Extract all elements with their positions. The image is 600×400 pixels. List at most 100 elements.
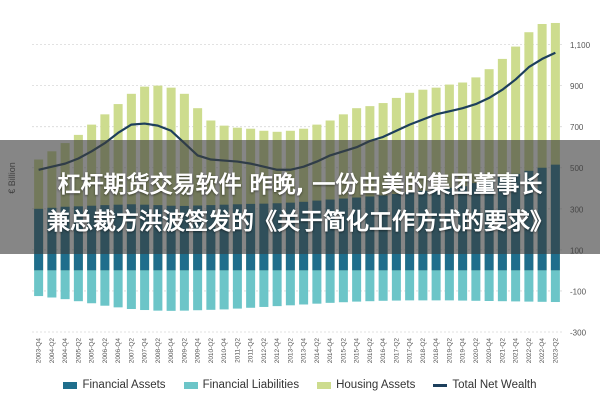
bar-financial-liabilities bbox=[232, 270, 242, 309]
legend-label-financial-liabilities: Financial Liabilities bbox=[202, 379, 300, 391]
x-tick-label: 2018-Q2 bbox=[420, 338, 427, 364]
x-tick-label: 2023-Q2 bbox=[552, 338, 559, 364]
bar-financial-liabilities bbox=[60, 270, 70, 300]
x-tick-label: 2011-Q4 bbox=[248, 338, 255, 363]
y-tick-label: 900 bbox=[570, 82, 584, 91]
bar-financial-liabilities bbox=[484, 270, 494, 301]
bar-financial-liabilities bbox=[113, 270, 123, 308]
x-tick-label: 2010-Q2 bbox=[208, 338, 215, 364]
legend-label-total-net-wealth: Total Net Wealth bbox=[452, 379, 537, 391]
x-tick-label: 2022-Q4 bbox=[539, 338, 546, 364]
legend-label-financial-assets: Financial Assets bbox=[82, 379, 166, 391]
legend-item-financial-liabilities: Financial Liabilities bbox=[183, 379, 300, 391]
legend-swatch-financial-liabilities bbox=[183, 381, 198, 389]
bar-financial-liabilities bbox=[524, 270, 534, 302]
x-tick-label: 2006-Q2 bbox=[102, 338, 109, 364]
bar-financial-liabilities bbox=[365, 270, 375, 302]
x-tick-label: 2014-Q2 bbox=[314, 338, 321, 364]
bar-financial-liabilities bbox=[511, 270, 521, 302]
bar-financial-liabilities bbox=[418, 270, 428, 301]
x-tick-label: 2013-Q2 bbox=[287, 338, 294, 364]
bar-financial-liabilities bbox=[272, 270, 282, 307]
x-tick-label: 2014-Q4 bbox=[327, 338, 334, 364]
bar-financial-liabilities bbox=[338, 270, 348, 303]
bar-financial-liabilities bbox=[153, 270, 163, 311]
x-tick-label: 2004-Q2 bbox=[49, 338, 56, 364]
x-tick-label: 2013-Q4 bbox=[301, 338, 308, 364]
legend-swatch-housing-assets bbox=[317, 381, 332, 389]
x-tick-label: 2005-Q4 bbox=[89, 338, 96, 364]
bar-financial-liabilities bbox=[537, 270, 547, 302]
x-tick-label: 2017-Q2 bbox=[393, 338, 400, 364]
x-tick-label: 2012-Q2 bbox=[261, 338, 268, 364]
bar-financial-liabilities bbox=[179, 270, 189, 311]
x-tick-label: 2017-Q4 bbox=[407, 338, 414, 364]
x-tick-label: 2007-Q4 bbox=[142, 338, 149, 364]
chart-legend: Financial Assets Financial Liabilities H… bbox=[0, 374, 600, 396]
x-tick-label: 2007-Q2 bbox=[128, 338, 135, 364]
bar-financial-liabilities bbox=[140, 270, 150, 311]
bar-financial-liabilities bbox=[405, 270, 415, 301]
x-tick-label: 2008-Q2 bbox=[155, 338, 162, 364]
bar-financial-liabilities bbox=[34, 270, 44, 297]
x-tick-label: 2009-Q2 bbox=[181, 338, 188, 364]
y-tick-label: -300 bbox=[570, 329, 587, 338]
y-tick-label: -100 bbox=[570, 287, 587, 296]
bar-financial-liabilities bbox=[352, 270, 362, 302]
legend-item-total-net-wealth: Total Net Wealth bbox=[433, 379, 537, 391]
bar-financial-liabilities bbox=[166, 270, 176, 311]
bar-financial-liabilities bbox=[87, 270, 97, 304]
bar-financial-liabilities bbox=[325, 270, 335, 303]
legend-label-housing-assets: Housing Assets bbox=[336, 379, 416, 391]
bar-financial-liabilities bbox=[431, 270, 441, 301]
x-tick-label: 2019-Q2 bbox=[446, 338, 453, 364]
x-tick-label: 2005-Q2 bbox=[75, 338, 82, 364]
x-tick-label: 2020-Q4 bbox=[486, 338, 493, 364]
bar-financial-liabilities bbox=[193, 270, 203, 311]
x-tick-label: 2015-Q2 bbox=[340, 338, 347, 364]
bar-financial-liabilities bbox=[391, 270, 401, 301]
legend-swatch-total-net-wealth bbox=[433, 383, 448, 387]
bar-financial-liabilities bbox=[246, 270, 256, 308]
x-tick-label: 2011-Q2 bbox=[234, 338, 241, 363]
bar-financial-liabilities bbox=[285, 270, 295, 306]
bar-financial-liabilities bbox=[444, 270, 454, 301]
x-tick-label: 2006-Q4 bbox=[115, 338, 122, 364]
legend-swatch-financial-assets bbox=[63, 381, 78, 389]
x-tick-label: 2012-Q4 bbox=[274, 338, 281, 364]
bar-financial-liabilities bbox=[47, 270, 57, 298]
x-tick-label: 2015-Q4 bbox=[354, 338, 361, 364]
x-tick-label: 2003-Q4 bbox=[36, 338, 43, 364]
y-tick-label: 700 bbox=[570, 123, 584, 132]
bar-financial-liabilities bbox=[497, 270, 507, 302]
x-tick-label: 2019-Q4 bbox=[460, 338, 467, 364]
x-tick-label: 2008-Q4 bbox=[168, 338, 175, 364]
legend-item-housing-assets: Housing Assets bbox=[317, 379, 415, 391]
x-tick-label: 2020-Q2 bbox=[473, 338, 480, 364]
bar-financial-liabilities bbox=[299, 270, 309, 305]
x-tick-label: 2018-Q4 bbox=[433, 338, 440, 364]
x-tick-label: 2022-Q2 bbox=[526, 338, 533, 364]
x-tick-label: 2004-Q4 bbox=[62, 338, 69, 364]
bar-financial-liabilities bbox=[378, 270, 388, 301]
overlay-headline-line1: 杠杆期货交易软件 昨晚, 一份由美的集团董事长 bbox=[57, 172, 543, 198]
bar-financial-liabilities bbox=[73, 270, 83, 302]
overlay-band bbox=[0, 140, 600, 254]
x-tick-label: 2016-Q2 bbox=[367, 338, 374, 364]
bar-financial-liabilities bbox=[100, 270, 110, 306]
x-tick-label: 2021-Q4 bbox=[513, 338, 520, 364]
bar-financial-liabilities bbox=[219, 270, 229, 310]
x-tick-label: 2010-Q4 bbox=[221, 338, 228, 364]
bar-financial-liabilities bbox=[259, 270, 269, 307]
bar-financial-liabilities bbox=[312, 270, 322, 304]
x-tick-label: 2021-Q2 bbox=[499, 338, 506, 364]
bar-financial-liabilities bbox=[550, 270, 560, 303]
bar-financial-liabilities bbox=[126, 270, 136, 310]
overlay-headline-line2: 兼总裁方洪波签发的《关于简化工作方式的要求》 bbox=[47, 209, 553, 235]
x-tick-label: 2016-Q4 bbox=[380, 338, 387, 364]
x-tick-label: 2009-Q4 bbox=[195, 338, 202, 364]
bar-financial-liabilities bbox=[471, 270, 481, 301]
legend-item-financial-assets: Financial Assets bbox=[63, 379, 166, 391]
y-tick-label: 1,100 bbox=[570, 41, 591, 50]
